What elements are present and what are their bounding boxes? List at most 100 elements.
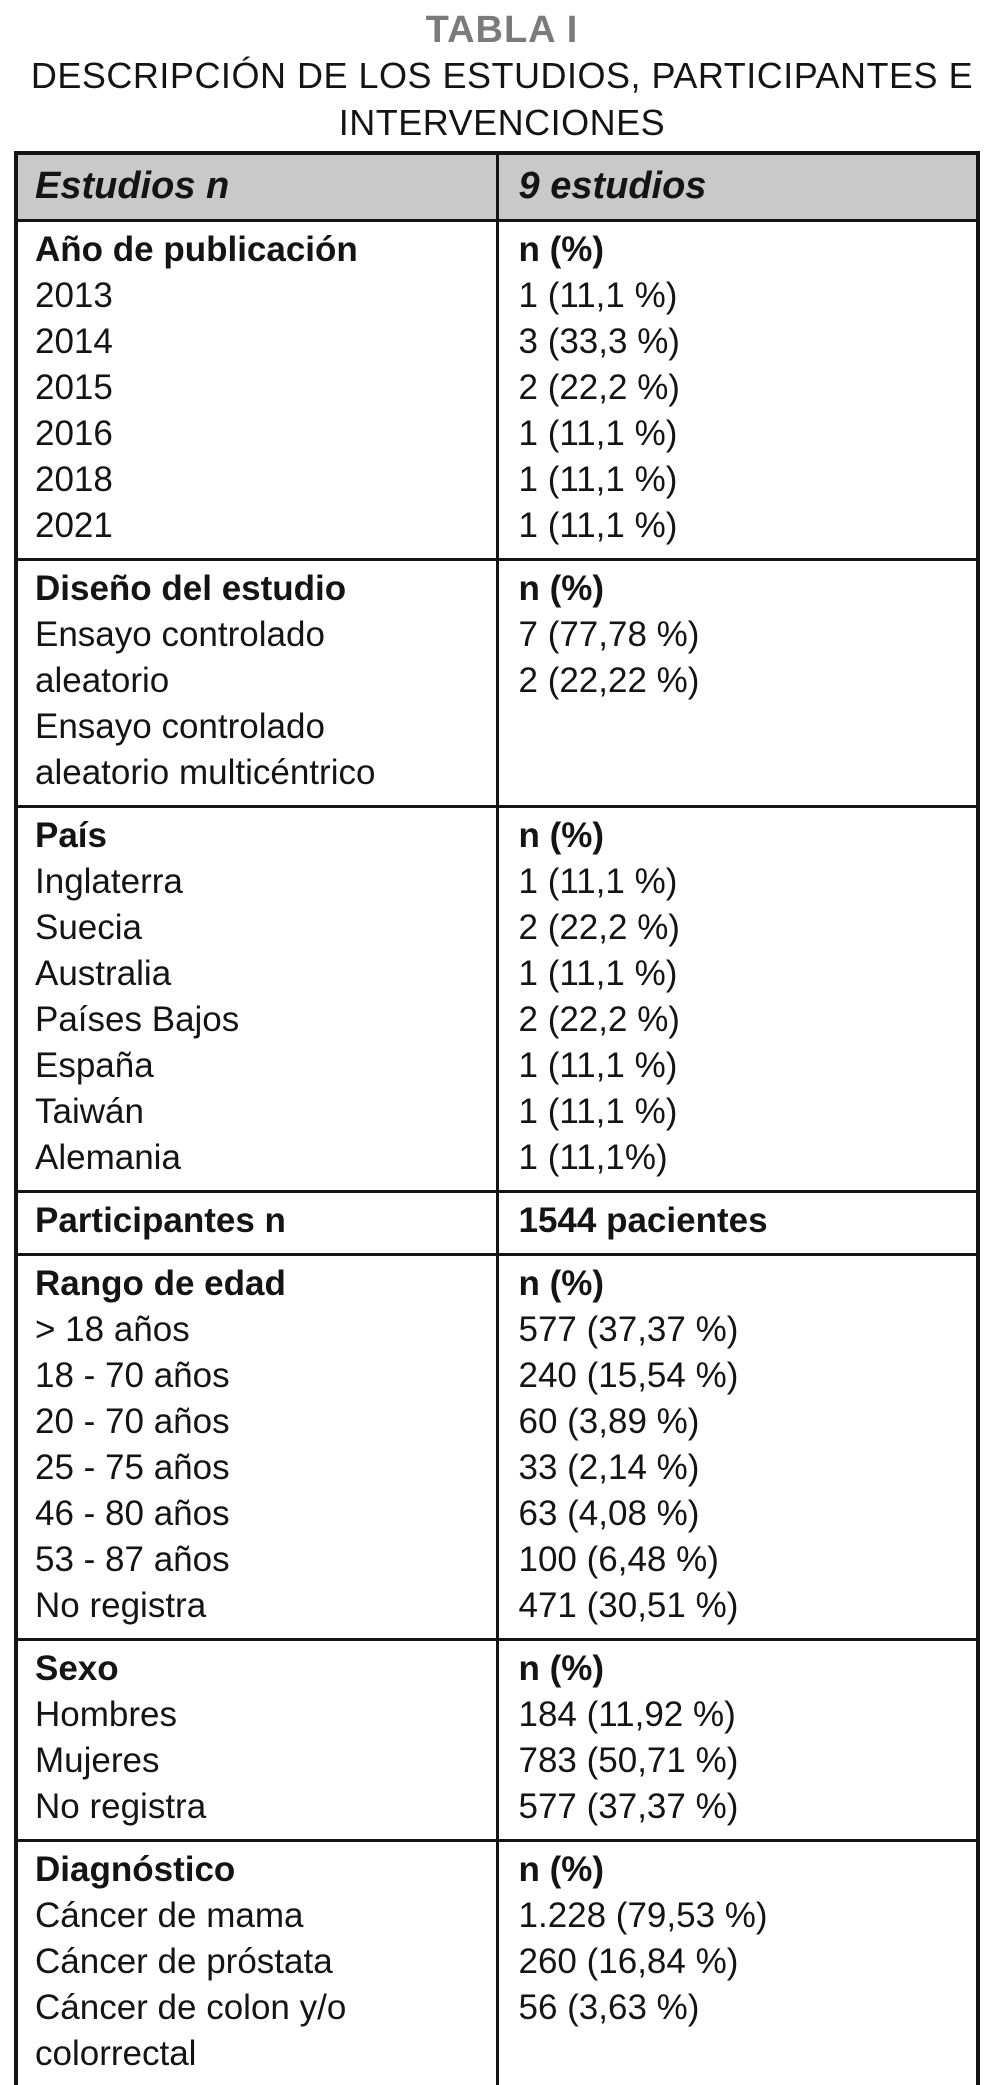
cell-line: n (%): [518, 1264, 605, 1303]
cell-line: 1 (11,1 %): [518, 460, 678, 499]
cell-line: 783 (50,71 %): [518, 1741, 739, 1780]
cell-line: 63 (4,08 %): [518, 1494, 700, 1533]
cell-line: 2018: [35, 460, 113, 499]
cell-line: 577 (37,37 %): [518, 1310, 739, 1349]
cell-line: No registra: [35, 1586, 207, 1625]
cell-line: aleatorio multicéntrico: [35, 753, 376, 792]
cell-line: 184 (11,92 %): [518, 1695, 736, 1734]
cell-line: 7 (77,78 %): [518, 615, 700, 654]
table-subtitle: DESCRIPCIÓN DE LOS ESTUDIOS, PARTICIPANT…: [0, 52, 1004, 146]
cell-line: Inglaterra: [35, 862, 183, 901]
section-cell-rango-de-edad-left: Rango de edad > 18 años 18 - 70 años 20 - 7…: [14, 1253, 499, 1641]
cell-line: Diagnóstico: [35, 1850, 236, 1889]
cell-line: 2013: [35, 276, 113, 315]
cell-line: colorrectal: [35, 2034, 197, 2073]
cell-line: > 18 años: [35, 1310, 190, 1349]
cell-line: 3 (33,3 %): [518, 322, 680, 361]
cell-line: País: [35, 816, 107, 855]
cell-line: 2014: [35, 322, 113, 361]
cell-line: 1.228 (79,53 %): [518, 1896, 768, 1935]
cell-line: 20 - 70 años: [35, 1402, 230, 1441]
cell-line: Alemania: [35, 1138, 181, 1177]
cell-line: n (%): [518, 1649, 605, 1688]
table-title: TABLA I: [425, 9, 579, 51]
cell-line: n (%): [518, 816, 605, 855]
section-cell-diagnostico-right: n (%) 1.228 (79,53 %) 260 (16,84 %) 56 (3,6…: [495, 1839, 980, 2085]
cell-line: 2 (22,2 %): [518, 908, 680, 947]
cell-line: Ensayo controlado: [35, 707, 325, 746]
cell-line: 1 (11,1 %): [518, 862, 678, 901]
cell-line: Diseño del estudio: [35, 569, 347, 608]
cell-line: n (%): [518, 1850, 605, 1889]
cell-line: 25 - 75 años: [35, 1448, 230, 1487]
section-cell-diseno-del-estudio-right: n (%) 7 (77,78 %) 2 (22,22 %): [495, 558, 980, 808]
cell-line: 100 (6,48 %): [518, 1540, 719, 1579]
cell-line: 2015: [35, 368, 113, 407]
cell-line: Taiwán: [35, 1092, 144, 1131]
cell-line: 2016: [35, 414, 113, 453]
table-subtitle-line2: INTERVENCIONES: [338, 102, 666, 143]
section-cell-ano-de-publicacion-left: Año de publicación 2013 2014 2015 2016 2018 20…: [14, 219, 499, 561]
section-row-ano-de-publicacion: Año de publicación 2013 2014 2015 2016 2018 20…: [14, 219, 980, 561]
cell-line: Cáncer de próstata: [35, 1942, 333, 1981]
cell-line: 1 (11,1 %): [518, 276, 678, 315]
cell-line: Cáncer de colon y/o: [35, 1988, 347, 2027]
cell-line: 1544 pacientes: [518, 1201, 768, 1240]
cell-line: 240 (15,54 %): [518, 1356, 739, 1395]
cell-line: 577 (37,37 %): [518, 1787, 739, 1826]
section-row-participantes: Participantes n 1544 pacientes: [14, 1190, 980, 1256]
cell-line: Sexo: [35, 1649, 119, 1688]
table-subtitle-line1: DESCRIPCIÓN DE LOS ESTUDIOS, PARTICIPANT…: [30, 55, 974, 96]
section-cell-pais-left: País Inglaterra Suecia Australia Países Bajo…: [14, 805, 499, 1193]
cell-line: 2 (22,2 %): [518, 1000, 680, 1039]
section-row-sexo: Sexo Hombres Mujeres No registra n (%) 184 (1…: [14, 1638, 980, 1842]
cell-line: 56 (3,63 %): [518, 1988, 700, 2027]
section-cell-participantes-right: 1544 pacientes: [495, 1190, 980, 1256]
cell-line: 471 (30,51 %): [518, 1586, 739, 1625]
cell-line: 46 - 80 años: [35, 1494, 230, 1533]
section-row-diagnostico: Diagnóstico Cáncer de mama Cáncer de próst…: [14, 1839, 980, 2085]
cell-line: 53 - 87 años: [35, 1540, 230, 1579]
section-cell-sexo-right: n (%) 184 (11,92 %) 783 (50,71 %) 577 (37,3…: [495, 1638, 980, 1842]
section-cell-rango-de-edad-right: n (%) 577 (37,37 %) 240 (15,54 %) 60 (3,89 …: [495, 1253, 980, 1641]
cell-line: n (%): [518, 230, 605, 269]
header-row: Estudios n 9 estudios: [14, 151, 980, 222]
cell-line: 33 (2,14 %): [518, 1448, 700, 1487]
cell-line: Año de publicación: [35, 230, 358, 269]
cell-line: Suecia: [35, 908, 143, 947]
cell-line: Hombres: [35, 1695, 177, 1734]
cell-line: Ensayo controlado: [35, 615, 325, 654]
section-row-rango-de-edad: Rango de edad > 18 años 18 - 70 años 20 - 7…: [14, 1253, 980, 1641]
cell-line: Mujeres: [35, 1741, 160, 1780]
section-cell-ano-de-publicacion-right: n (%) 1 (11,1 %) 3 (33,3 %) 2 (22,2 %) 1 (11…: [495, 219, 980, 561]
cell-line: 1 (11,1 %): [518, 1046, 678, 1085]
section-cell-diseno-del-estudio-left: Diseño del estudio Ensayo controlado aleat…: [14, 558, 499, 808]
cell-line: 2 (22,22 %): [518, 661, 700, 700]
cell-line: Cáncer de mama: [35, 1896, 304, 1935]
section-cell-pais-right: n (%) 1 (11,1 %) 2 (22,2 %) 1 (11,1 %) 2 (22…: [495, 805, 980, 1193]
table-header: Estudios n 9 estudios: [14, 151, 980, 222]
cell-line: 18 - 70 años: [35, 1356, 230, 1395]
cell-line: 60 (3,89 %): [518, 1402, 700, 1441]
cell-line: 1 (11,1 %): [518, 1092, 678, 1131]
cell-line: 1 (11,1 %): [518, 414, 678, 453]
cell-line: España: [35, 1046, 154, 1085]
cell-line: Países Bajos: [35, 1000, 240, 1039]
table-body: Año de publicación 2013 2014 2015 2016 2018 20…: [14, 219, 980, 2085]
data-table: Estudios n 9 estudios Año de publicación…: [14, 151, 980, 2085]
cell-line: 1 (11,1 %): [518, 506, 678, 545]
header-cell-estudios: Estudios n: [14, 151, 499, 222]
section-row-pais: País Inglaterra Suecia Australia Países Bajo…: [14, 805, 980, 1193]
cell-line: 2 (22,2 %): [518, 368, 680, 407]
cell-line: No registra: [35, 1787, 207, 1826]
section-cell-participantes-left: Participantes n: [14, 1190, 499, 1256]
cell-line: Rango de edad: [35, 1264, 286, 1303]
cell-line: 1 (11,1%): [518, 1138, 668, 1177]
section-cell-sexo-left: Sexo Hombres Mujeres No registra: [14, 1638, 499, 1842]
cell-line: aleatorio: [35, 661, 170, 700]
header-cell-estudios-count: 9 estudios: [495, 151, 980, 222]
cell-line: 1 (11,1 %): [518, 954, 678, 993]
cell-line: 260 (16,84 %): [518, 1942, 739, 1981]
cell-line: 2021: [35, 506, 113, 545]
